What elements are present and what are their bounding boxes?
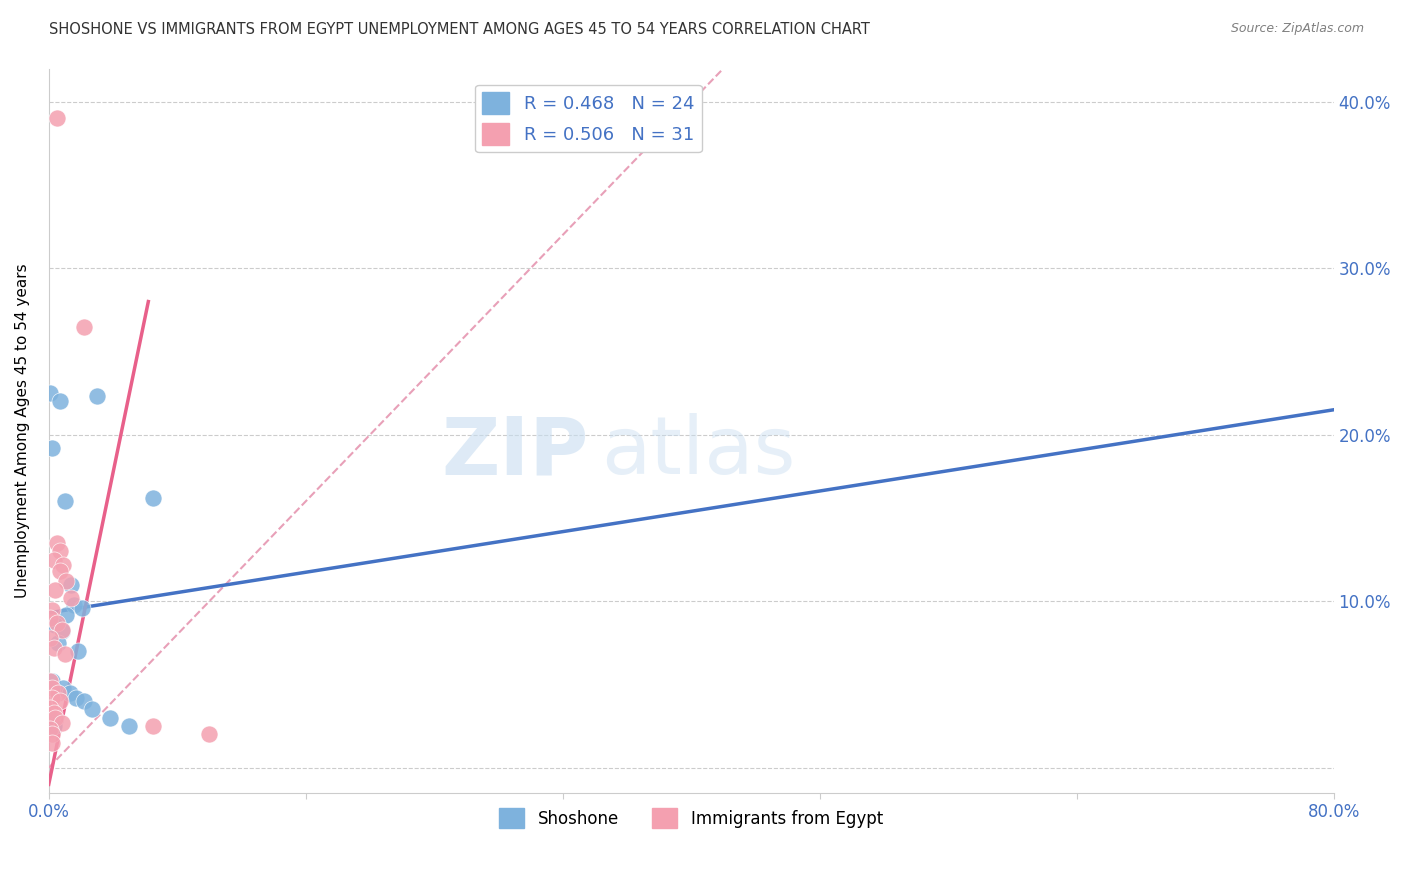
Point [60,577,83,591]
Point [44,711,66,725]
Point [44,617,66,632]
Point [98,711,121,725]
Point [51,715,73,730]
Text: SHOSHONE VS IMMIGRANTS FROM EGYPT UNEMPLOYMENT AMONG AGES 45 TO 54 YEARS CORRELA: SHOSHONE VS IMMIGRANTS FROM EGYPT UNEMPL… [49,22,870,37]
Point [55,607,77,622]
Point [49,694,72,708]
Text: ZIP: ZIP [441,413,588,491]
Point [45,112,67,126]
Point [52,681,75,695]
Point [48,686,70,700]
Point [118,719,141,733]
Point [52,558,75,572]
Point [48,636,70,650]
Point [65,690,87,705]
Point [41,736,63,750]
Point [63,598,86,612]
Point [42,640,65,655]
Point [42,719,65,733]
Point [41,602,63,616]
Point [49,564,72,578]
Point [44,582,66,597]
Point [86,389,108,403]
Point [73,694,96,708]
Point [41,674,63,689]
Point [39,711,62,725]
Point [39,723,62,737]
Text: Source: ZipAtlas.com: Source: ZipAtlas.com [1230,22,1364,36]
Point [41,441,63,455]
Point [39,700,62,714]
Point [198,727,221,741]
Point [73,319,96,334]
Point [39,611,62,625]
Point [60,591,83,605]
Point [39,631,62,645]
Legend: Shoshone, Immigrants from Egypt: Shoshone, Immigrants from Egypt [492,801,890,835]
Point [59,686,82,700]
Point [41,690,63,705]
Point [39,386,62,401]
Point [72,600,94,615]
Point [55,574,77,589]
Point [45,536,67,550]
Y-axis label: Unemployment Among Ages 45 to 54 years: Unemployment Among Ages 45 to 54 years [15,263,30,598]
Point [49,544,72,558]
Text: atlas: atlas [602,413,796,491]
Point [41,681,63,695]
Point [142,491,165,505]
Point [49,394,72,409]
Point [41,727,63,741]
Point [42,552,65,566]
Point [45,615,67,630]
Point [42,706,65,720]
Point [53,494,76,508]
Point [66,644,89,658]
Point [51,623,73,637]
Point [142,719,165,733]
Point [51,624,73,639]
Point [39,674,62,689]
Point [53,648,76,662]
Point [82,702,104,716]
